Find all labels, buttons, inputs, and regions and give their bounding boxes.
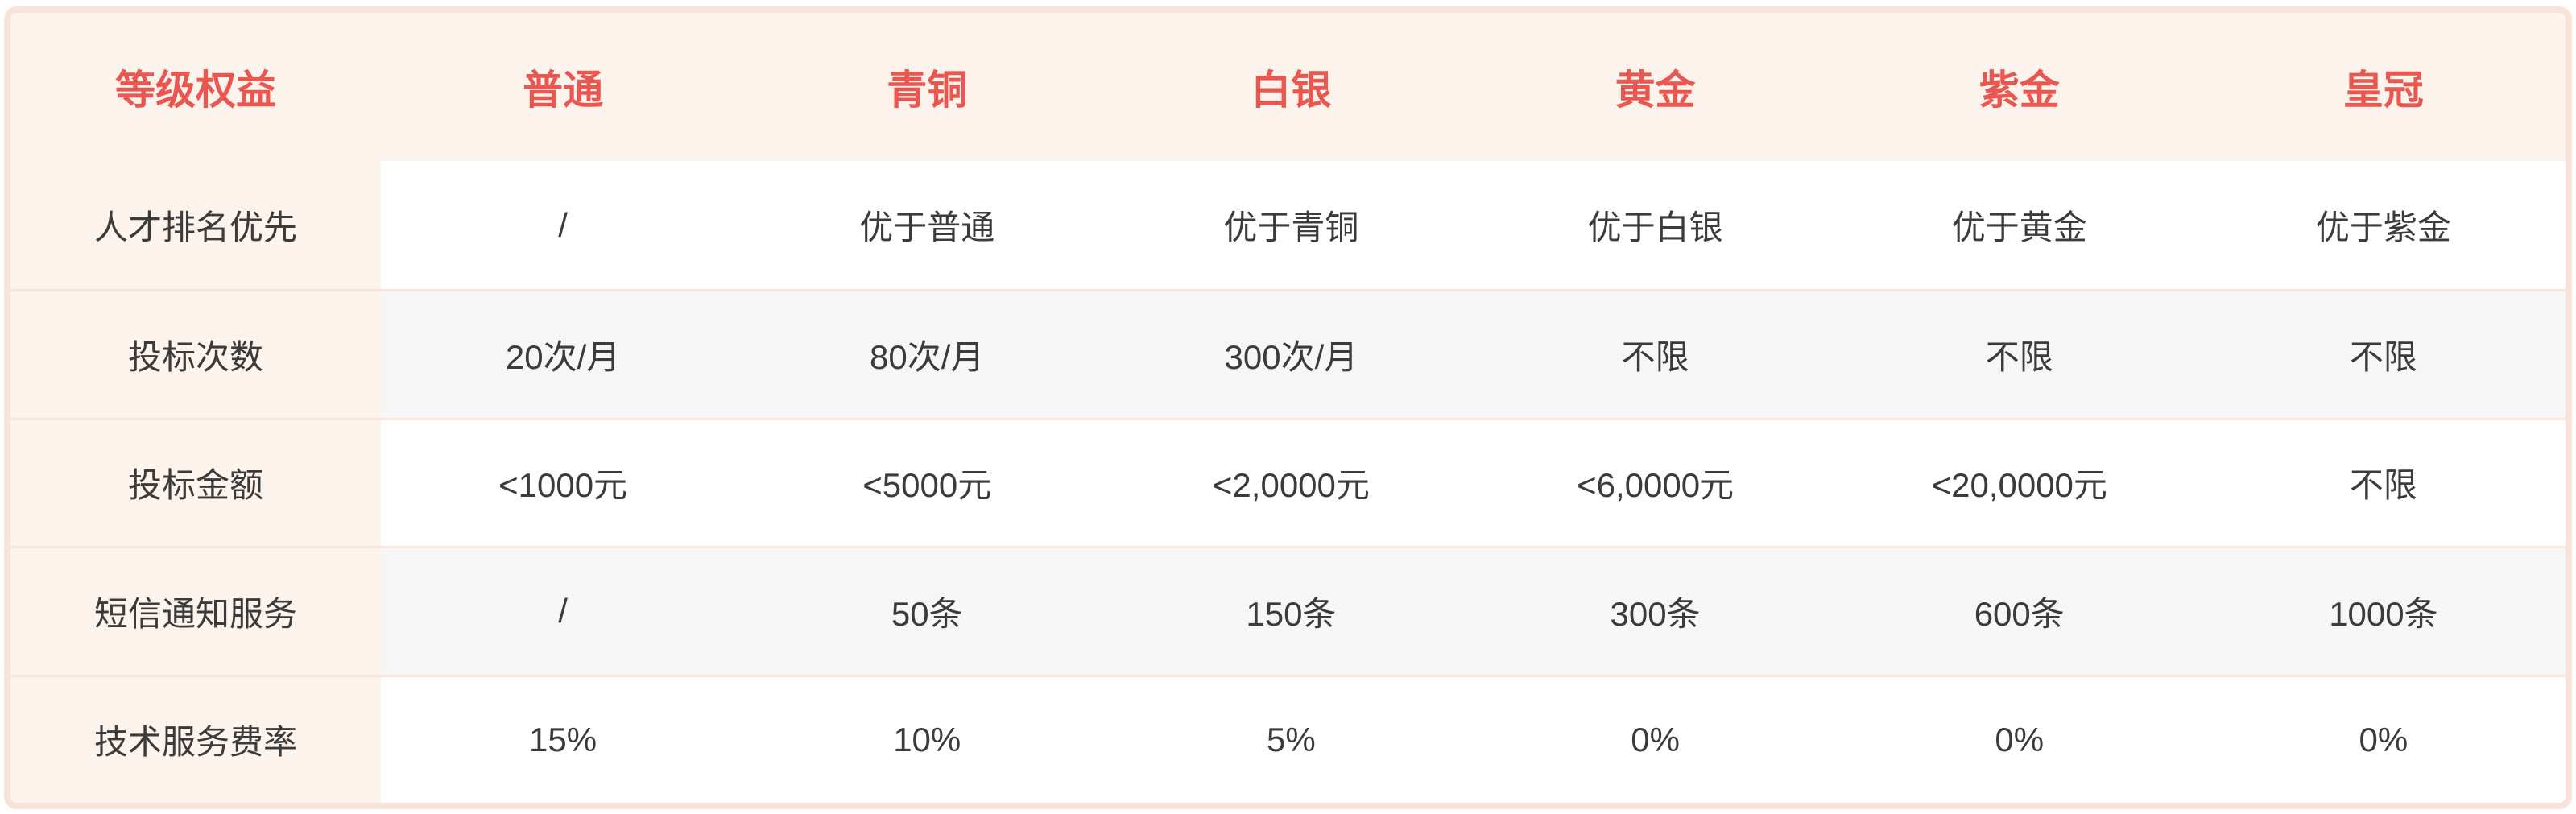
value-cell: 优于青铜 bbox=[1109, 161, 1474, 290]
value-cell: 不限 bbox=[1473, 289, 1838, 418]
value-cell: 0% bbox=[2201, 674, 2566, 803]
value-cell: 不限 bbox=[1837, 289, 2202, 418]
corner-header-cell: 等级权益 bbox=[10, 13, 381, 161]
tier-header-cell: 白银 bbox=[1109, 13, 1474, 161]
value-cell: 20次/月 bbox=[381, 289, 746, 418]
value-cell: 10% bbox=[745, 674, 1110, 803]
value-cell: 50条 bbox=[745, 546, 1110, 675]
tier-header-cell: 皇冠 bbox=[2201, 13, 2566, 161]
value-cell: 0% bbox=[1837, 674, 2202, 803]
value-cell: / bbox=[381, 161, 746, 290]
value-cell: 优于紫金 bbox=[2201, 161, 2566, 290]
value-cell: 不限 bbox=[2201, 417, 2566, 547]
row-label-cell: 短信通知服务 bbox=[10, 546, 381, 675]
tier-header-cell: 黄金 bbox=[1473, 13, 1838, 161]
tier-header-cell: 普通 bbox=[381, 13, 746, 161]
value-cell: 1000条 bbox=[2201, 546, 2566, 675]
row-label-cell: 技术服务费率 bbox=[10, 674, 381, 803]
value-cell: <5000元 bbox=[745, 417, 1110, 547]
value-cell: 150条 bbox=[1109, 546, 1474, 675]
value-cell: <2,0000元 bbox=[1109, 417, 1474, 547]
value-cell: 5% bbox=[1109, 674, 1474, 803]
value-cell: 80次/月 bbox=[745, 289, 1110, 418]
row-label-cell: 人才排名优先 bbox=[10, 161, 381, 290]
value-cell: 300次/月 bbox=[1109, 289, 1474, 418]
tier-header-cell: 紫金 bbox=[1837, 13, 2202, 161]
value-cell: 优于普通 bbox=[745, 161, 1110, 290]
row-label-cell: 投标次数 bbox=[10, 289, 381, 418]
membership-benefits-card: 等级权益 普通 青铜 白银 黄金 紫金 皇冠 人才排名优先 / 优于普通 优于青… bbox=[4, 6, 2572, 809]
tier-header-cell: 青铜 bbox=[745, 13, 1110, 161]
value-cell: / bbox=[381, 546, 746, 675]
value-cell: 优于白银 bbox=[1473, 161, 1838, 290]
value-cell: 15% bbox=[381, 674, 746, 803]
value-cell: 不限 bbox=[2201, 289, 2566, 418]
benefits-table: 等级权益 普通 青铜 白银 黄金 紫金 皇冠 人才排名优先 / 优于普通 优于青… bbox=[10, 13, 2566, 803]
value-cell: 优于黄金 bbox=[1837, 161, 2202, 290]
value-cell: 0% bbox=[1473, 674, 1838, 803]
value-cell: 300条 bbox=[1473, 546, 1838, 675]
value-cell: <20,0000元 bbox=[1837, 417, 2202, 547]
value-cell: <6,0000元 bbox=[1473, 417, 1838, 547]
row-label-cell: 投标金额 bbox=[10, 417, 381, 547]
value-cell: 600条 bbox=[1837, 546, 2202, 675]
value-cell: <1000元 bbox=[381, 417, 746, 547]
